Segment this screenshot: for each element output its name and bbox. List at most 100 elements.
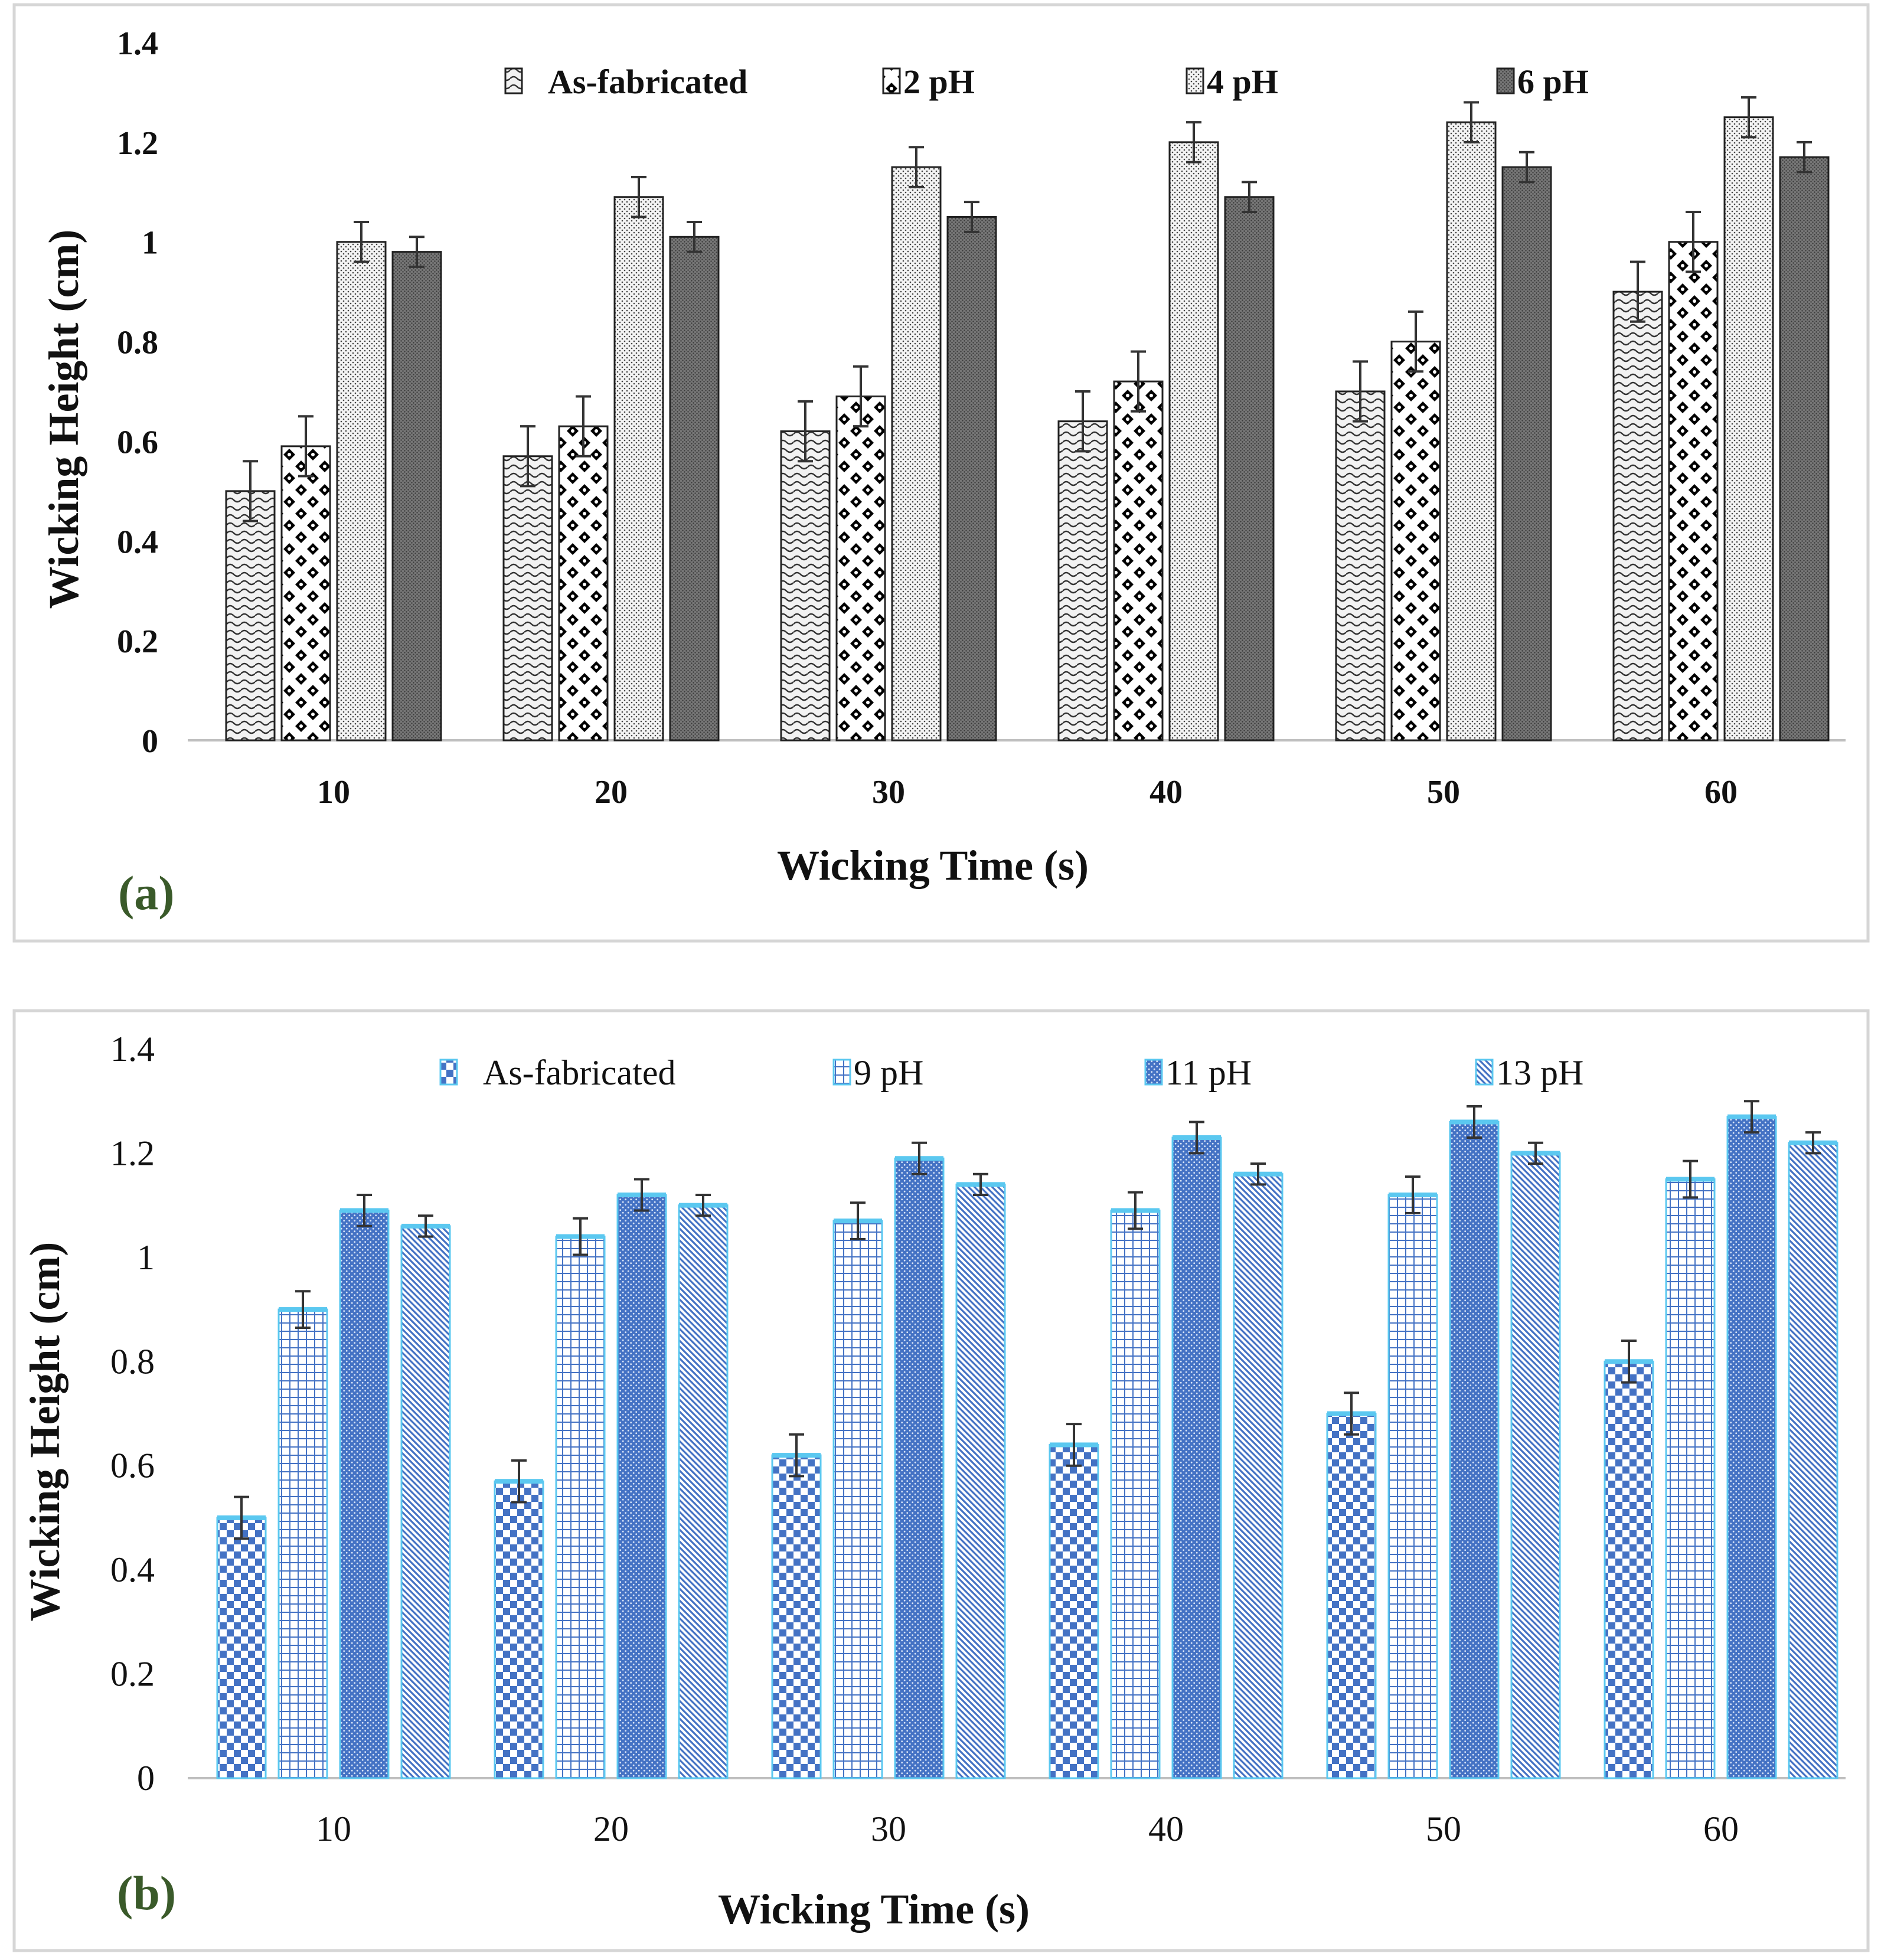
panel-a-legend-swatch xyxy=(504,67,523,94)
panel-b-error-bar xyxy=(850,1201,866,1240)
panel-b-legend-label: 9 pH xyxy=(854,1053,923,1092)
panel-b-error-bar xyxy=(1405,1175,1420,1214)
panel-b-bar xyxy=(1233,1173,1284,1779)
panel-a-error-bar xyxy=(909,146,924,188)
panel-a-error-bar xyxy=(243,460,258,522)
panel-b-bar xyxy=(832,1220,883,1779)
panel-a-bar xyxy=(1779,156,1830,741)
panel-b-bars xyxy=(216,1100,1838,1779)
panel-a-x-tick-label: 10 xyxy=(317,774,350,811)
panel-b-error-bar xyxy=(1344,1391,1359,1436)
panel-a-y-tick-label: 1 xyxy=(142,225,158,262)
panel-b-error-bar xyxy=(973,1172,988,1196)
panel-a-x-axis-title: Wicking Time (s) xyxy=(777,842,1089,889)
panel-b-bar xyxy=(1788,1142,1838,1779)
panel-b-x-tick-label: 40 xyxy=(1148,1809,1184,1848)
panel-b-legend-swatch xyxy=(1144,1059,1163,1086)
panel-a-error-bar xyxy=(576,395,591,458)
panel-b-y-tick-label: 1.2 xyxy=(110,1133,155,1172)
panel-b-error-bar xyxy=(1621,1340,1637,1384)
panel-a-y-tick-label: 1.4 xyxy=(117,25,158,62)
panel-b-x-tick-label: 50 xyxy=(1426,1809,1461,1848)
panel-a-bar xyxy=(1390,341,1441,741)
panel-a-error-bar xyxy=(853,365,868,428)
panel-a-bar xyxy=(1668,241,1719,741)
panel-b-error-bar xyxy=(1467,1105,1482,1139)
panel-a-error-bar xyxy=(520,425,535,488)
panel-a-bar xyxy=(1224,196,1275,741)
panel-a-bar xyxy=(946,216,997,741)
panel-b-bar xyxy=(1665,1178,1716,1779)
panel-a-bar xyxy=(1501,166,1552,741)
panel-a-error-bar xyxy=(298,415,314,478)
panel-a-bar xyxy=(1057,420,1108,741)
panel-a-bar xyxy=(1168,141,1219,741)
panel-a-bar xyxy=(225,490,276,741)
panel-a-bar xyxy=(613,196,664,741)
panel-a-bar xyxy=(336,241,387,741)
panel-a-y-axis-title: Wicking Height (cm) xyxy=(40,230,87,609)
panel-a-error-bar xyxy=(1741,96,1756,139)
panel-b-y-axis-title: Wicking Height (cm) xyxy=(21,1242,68,1622)
panel-b-bar xyxy=(616,1194,667,1779)
panel-b-y-ticks: 0 0.2 0.4 0.6 0.8 1 1.2 1.4 xyxy=(110,1030,155,1798)
panel-a-y-tick-label: 0.8 xyxy=(117,325,158,361)
panel-b-error-bar xyxy=(1528,1141,1543,1165)
panel-b-bar xyxy=(1510,1152,1561,1779)
panel-b-y-tick-label: 0.6 xyxy=(110,1446,155,1485)
panel-a-bar xyxy=(1723,116,1774,741)
panel-b-bar xyxy=(1171,1136,1222,1779)
panel-b-y-tick-label: 0.4 xyxy=(110,1550,155,1589)
panel-b-error-bar xyxy=(1250,1162,1266,1186)
panel-b-error-bar xyxy=(295,1290,311,1329)
panel-b-error-bar xyxy=(1128,1191,1143,1230)
panel-a-error-bar xyxy=(1075,390,1090,453)
panel-a-error-bar xyxy=(1686,211,1701,273)
panel-a-bar xyxy=(280,445,331,741)
panel-b-error-bar xyxy=(573,1217,588,1256)
panel-a-error-bar xyxy=(1464,101,1479,143)
panel-a-error-bar xyxy=(354,220,369,263)
panel-a-bar xyxy=(835,395,886,741)
panel-a-label: (a) xyxy=(118,866,175,920)
panel-a-legend-label: 6 pH xyxy=(1517,63,1589,101)
panel-b-bar xyxy=(1110,1209,1161,1779)
panel-a-error-bar xyxy=(409,236,424,268)
panel-b-bar xyxy=(277,1308,328,1779)
panel-a-error-bar xyxy=(631,175,646,218)
panel-a-legend-swatch xyxy=(882,67,901,94)
panel-b-x-tick-label: 30 xyxy=(871,1809,906,1848)
panel-b-error-bar xyxy=(789,1433,804,1478)
panel-b-error-bar xyxy=(695,1194,711,1217)
panel-a-y-tick-label: 1.2 xyxy=(117,125,158,162)
panel-b-legend-label: 13 pH xyxy=(1496,1053,1583,1092)
panel-a-bar xyxy=(1113,380,1164,741)
panel-a: 0 0.2 0.4 0.6 0.8 1 1.2 1.4 10 20 30 40 50 60 As-fab… xyxy=(12,3,1870,943)
panel-a-bar xyxy=(558,425,609,741)
panel-b-y-tick-label: 0.8 xyxy=(110,1342,155,1381)
panel-a-error-bar xyxy=(1353,360,1368,423)
panel-b-bar xyxy=(955,1183,1006,1779)
panel-a-error-bar xyxy=(1797,141,1812,174)
panel-b-y-tick-label: 1 xyxy=(137,1238,155,1277)
panel-a-error-bar xyxy=(964,201,979,233)
panel-b-y-tick-label: 0 xyxy=(137,1759,155,1798)
panel-a-error-bar xyxy=(798,400,813,463)
panel-b-error-bar xyxy=(1683,1159,1698,1199)
panel-a-x-tick-label: 30 xyxy=(872,774,905,811)
panel-b-x-axis-title: Wicking Time (s) xyxy=(718,1886,1030,1933)
panel-a-bar xyxy=(1335,390,1386,741)
panel-b-error-bar xyxy=(357,1194,372,1227)
panel-b-legend: As-fabricated 9 pH 11 pH 13 pH xyxy=(439,1053,1583,1092)
panel-a-legend-swatch xyxy=(1496,67,1515,94)
panel-a-y-ticks: 0 0.2 0.4 0.6 0.8 1 1.2 1.4 xyxy=(117,25,158,760)
panel-a-x-tick-label: 60 xyxy=(1704,774,1738,811)
panel-b-y-tick-label: 1.4 xyxy=(110,1030,155,1069)
panel-a-bar xyxy=(1446,121,1497,741)
panel-a-error-bar xyxy=(1630,260,1645,323)
panel-b-x-ticks: 10 20 30 40 50 60 xyxy=(316,1809,1739,1848)
panel-b-y-tick-label: 0.2 xyxy=(110,1655,155,1694)
panel-b-bar xyxy=(678,1204,729,1779)
panel-a-y-tick-label: 0.2 xyxy=(117,623,158,660)
panel-b-bar xyxy=(1604,1360,1654,1779)
